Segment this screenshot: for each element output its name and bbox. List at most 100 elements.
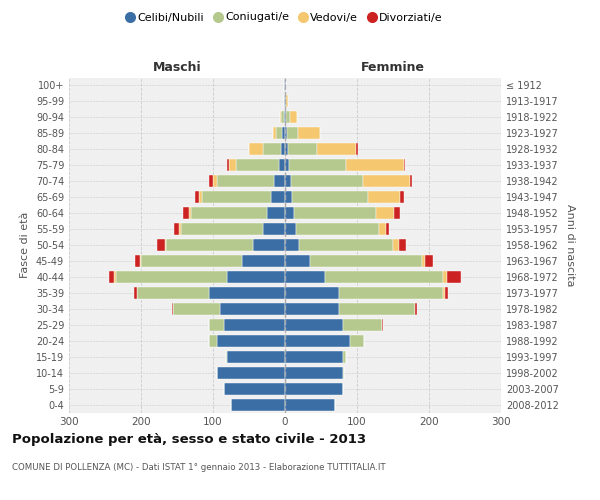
- Bar: [285, 382, 343, 394]
- Bar: [285, 287, 339, 299]
- Bar: [285, 319, 343, 330]
- Bar: [285, 398, 335, 410]
- Text: Maschi: Maschi: [152, 62, 202, 74]
- Bar: [227, 160, 229, 171]
- Bar: [284, 96, 285, 108]
- Bar: [285, 223, 296, 235]
- Bar: [229, 160, 236, 171]
- Bar: [285, 175, 291, 187]
- Bar: [382, 319, 383, 330]
- Bar: [217, 366, 285, 378]
- Bar: [209, 319, 224, 330]
- Bar: [116, 271, 227, 283]
- Bar: [227, 271, 285, 283]
- Bar: [343, 350, 346, 362]
- Bar: [285, 112, 286, 124]
- Bar: [224, 319, 285, 330]
- Bar: [179, 223, 181, 235]
- Bar: [285, 366, 343, 378]
- Bar: [447, 271, 461, 283]
- Bar: [166, 239, 253, 251]
- Bar: [288, 144, 317, 156]
- Bar: [282, 128, 285, 140]
- Bar: [140, 255, 141, 267]
- Bar: [279, 160, 285, 171]
- Bar: [325, 271, 443, 283]
- Bar: [339, 303, 415, 315]
- Bar: [209, 334, 217, 346]
- Y-axis label: Fasce di età: Fasce di età: [20, 212, 30, 278]
- Bar: [443, 271, 447, 283]
- Bar: [368, 191, 400, 203]
- Bar: [217, 334, 285, 346]
- Bar: [386, 223, 389, 235]
- Bar: [285, 239, 299, 251]
- Bar: [267, 207, 285, 219]
- Bar: [109, 271, 115, 283]
- Bar: [400, 191, 404, 203]
- Bar: [195, 191, 199, 203]
- Bar: [310, 255, 422, 267]
- Bar: [339, 287, 443, 299]
- Bar: [285, 334, 350, 346]
- Bar: [404, 160, 405, 171]
- Bar: [209, 175, 213, 187]
- Bar: [134, 255, 140, 267]
- Bar: [249, 144, 263, 156]
- Bar: [287, 128, 298, 140]
- Bar: [290, 112, 297, 124]
- Bar: [394, 207, 400, 219]
- Bar: [115, 271, 116, 283]
- Bar: [242, 255, 285, 267]
- Bar: [183, 207, 188, 219]
- Bar: [281, 144, 285, 156]
- Bar: [284, 112, 285, 124]
- Bar: [236, 160, 279, 171]
- Bar: [253, 239, 285, 251]
- Bar: [415, 303, 418, 315]
- Bar: [285, 144, 288, 156]
- Bar: [422, 255, 425, 267]
- Bar: [226, 350, 227, 362]
- Bar: [224, 382, 285, 394]
- Bar: [393, 239, 399, 251]
- Bar: [285, 303, 339, 315]
- Bar: [285, 350, 343, 362]
- Bar: [317, 144, 356, 156]
- Bar: [291, 175, 363, 187]
- Bar: [285, 191, 292, 203]
- Bar: [443, 287, 445, 299]
- Bar: [350, 334, 364, 346]
- Bar: [202, 191, 271, 203]
- Bar: [174, 223, 179, 235]
- Bar: [263, 223, 285, 235]
- Bar: [157, 239, 166, 251]
- Bar: [343, 366, 344, 378]
- Text: Femmine: Femmine: [361, 62, 425, 74]
- Bar: [172, 303, 173, 315]
- Bar: [425, 255, 433, 267]
- Bar: [379, 223, 386, 235]
- Bar: [399, 239, 406, 251]
- Bar: [277, 128, 282, 140]
- Bar: [286, 96, 288, 108]
- Bar: [292, 191, 368, 203]
- Bar: [263, 144, 281, 156]
- Text: COMUNE DI POLLENZA (MC) - Dati ISTAT 1° gennaio 2013 - Elaborazione TUTTITALIA.I: COMUNE DI POLLENZA (MC) - Dati ISTAT 1° …: [12, 462, 386, 471]
- Y-axis label: Anni di nascita: Anni di nascita: [565, 204, 575, 286]
- Bar: [191, 207, 267, 219]
- Bar: [181, 223, 263, 235]
- Bar: [188, 207, 191, 219]
- Bar: [273, 128, 277, 140]
- Bar: [199, 191, 202, 203]
- Bar: [293, 207, 376, 219]
- Bar: [346, 160, 404, 171]
- Bar: [286, 112, 290, 124]
- Bar: [445, 287, 448, 299]
- Bar: [285, 80, 286, 92]
- Bar: [231, 398, 285, 410]
- Bar: [137, 287, 209, 299]
- Bar: [285, 160, 289, 171]
- Bar: [141, 255, 242, 267]
- Bar: [356, 144, 358, 156]
